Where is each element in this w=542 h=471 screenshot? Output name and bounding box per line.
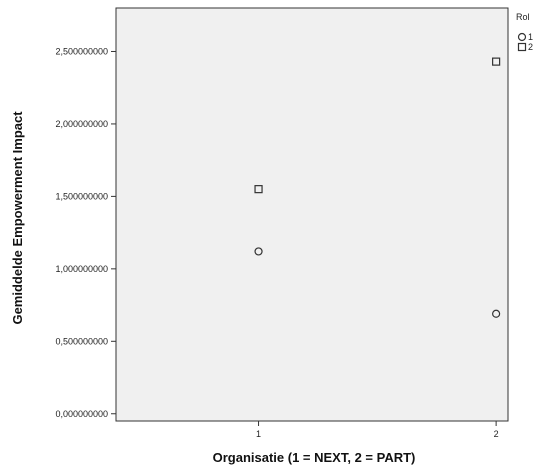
data-points	[254, 57, 501, 318]
y-tick-label: 2,000000000	[55, 119, 108, 129]
data-point-square	[254, 185, 263, 194]
legend-label: 1	[528, 32, 533, 42]
y-axis-title: Gemiddelde Empowerment Impact	[10, 111, 25, 325]
plot-area	[115, 7, 509, 422]
legend-marker-circle	[517, 32, 527, 42]
y-tick-label: 1,000000000	[55, 264, 108, 274]
legend-marker-square	[517, 42, 527, 52]
y-tick-label: 0,000000000	[55, 409, 108, 419]
y-tick-label: 0,500000000	[55, 336, 108, 346]
y-axis: 0,000000000 0,500000000 1,000000000 1,50000…	[55, 46, 116, 419]
data-point-circle	[254, 247, 263, 256]
x-tick-label: 1	[256, 429, 261, 439]
legend-label: 2	[528, 42, 533, 52]
data-point-square	[492, 57, 501, 66]
x-tick-label: 2	[494, 429, 499, 439]
legend-title: Rol	[516, 12, 530, 22]
legend: Rol 12	[516, 12, 533, 52]
y-tick-label: 1,500000000	[55, 191, 108, 201]
data-point-circle	[492, 309, 501, 318]
x-axis-title: Organisatie (1 = NEXT, 2 = PART)	[213, 450, 416, 465]
y-tick-label: 2,500000000	[55, 46, 108, 56]
